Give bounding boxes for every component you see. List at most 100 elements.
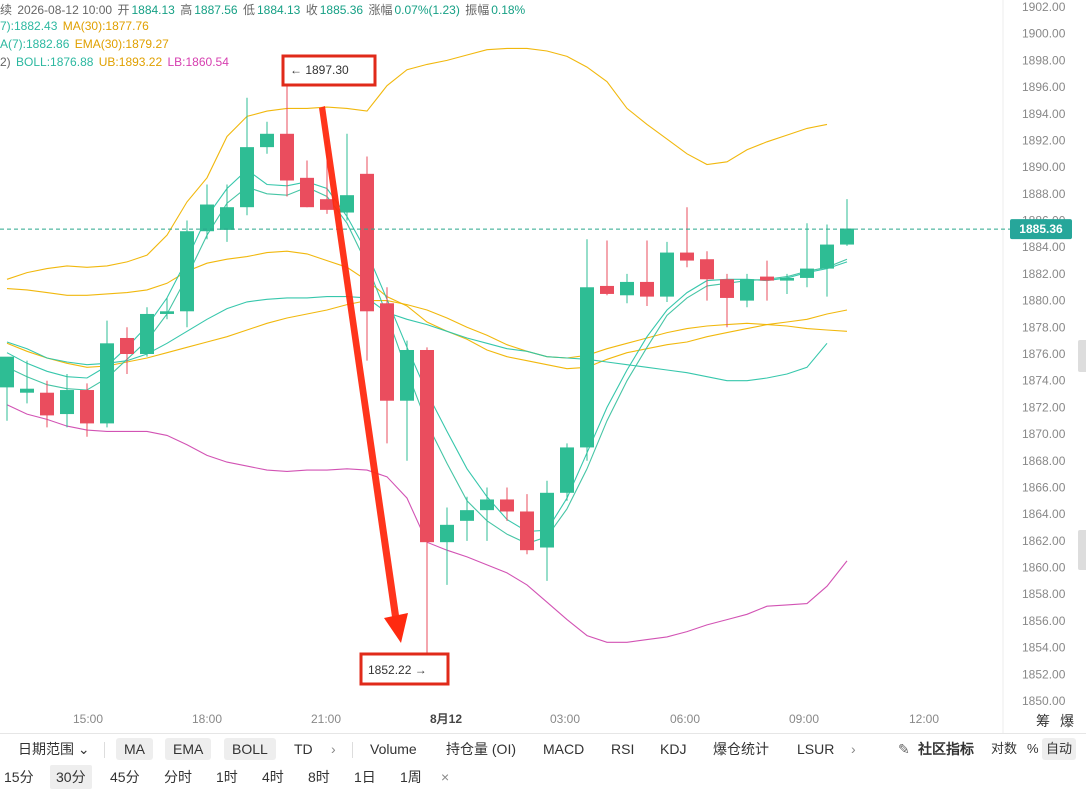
- candle-body: [560, 447, 574, 493]
- x-tick-label: 21:00: [311, 712, 341, 726]
- candle-body: [100, 343, 114, 424]
- edit-icon[interactable]: ✎: [898, 741, 910, 757]
- y-tick-label: 1858.00: [1022, 587, 1066, 601]
- x-tick-label: 09:00: [789, 712, 819, 726]
- min-price-label: 1852.22 →: [368, 663, 427, 677]
- candle-body: [800, 268, 814, 278]
- kdj-toggle[interactable]: KDJ: [660, 741, 687, 757]
- timeframe-4h[interactable]: 4时: [262, 769, 284, 785]
- last-price-label: 1885.36: [1019, 222, 1063, 236]
- y-tick-label: 1868.00: [1022, 454, 1066, 468]
- oi-toggle[interactable]: 持仓量 (OI): [446, 741, 516, 757]
- ma-toggle[interactable]: MA: [116, 738, 153, 760]
- side-label-chou[interactable]: 筹: [1036, 713, 1050, 729]
- candle-body: [820, 244, 834, 269]
- candle-body: [260, 133, 274, 148]
- panel-toggle[interactable]: [1078, 340, 1086, 372]
- indicator-line: [6, 296, 828, 382]
- candle-body: [500, 499, 514, 512]
- x-tick-label: 12:00: [909, 712, 939, 726]
- timeframe-bar: 15分 30分 45分 分时 1时 4时 8时 1日 1周 ×: [0, 765, 1086, 789]
- indicator-toolbar: 日期范围 ⌄ MA EMA BOLL TD › Volume 持仓量 (OI) …: [0, 733, 1086, 766]
- x-tick-label: 06:00: [670, 712, 700, 726]
- candle-body: [220, 207, 234, 230]
- candle-body: [840, 228, 854, 245]
- down-arrow-shaft: [319, 106, 400, 624]
- candle-body: [360, 173, 374, 312]
- y-tick-label: 1894.00: [1022, 107, 1066, 121]
- y-tick-label: 1892.00: [1022, 133, 1066, 147]
- y-tick-label: 1880.00: [1022, 294, 1066, 308]
- auto-scale-toggle[interactable]: 自动: [1042, 738, 1077, 760]
- liquidation-toggle[interactable]: 爆仓统计: [713, 741, 769, 757]
- y-tick-label: 1876.00: [1022, 347, 1066, 361]
- community-indicators-button[interactable]: 社区指标: [918, 741, 974, 757]
- y-tick-label: 1864.00: [1022, 507, 1066, 521]
- candle-body: [240, 147, 254, 208]
- candle-body: [440, 524, 454, 543]
- macd-toggle[interactable]: MACD: [543, 741, 585, 757]
- y-tick-label: 1860.00: [1022, 561, 1066, 575]
- timeframe-30m[interactable]: 30分: [50, 765, 92, 789]
- max-price-box: [281, 54, 377, 87]
- candle-body: [280, 133, 294, 181]
- candle-body: [640, 281, 654, 297]
- log-scale-toggle[interactable]: 对数: [991, 741, 1018, 756]
- candle-body: [740, 279, 754, 301]
- y-tick-label: 1866.00: [1022, 480, 1066, 494]
- y-tick-label: 1878.00: [1022, 320, 1066, 334]
- indicator-line: [6, 250, 848, 370]
- boll-toggle[interactable]: BOLL: [224, 738, 276, 760]
- candle-body: [120, 337, 134, 354]
- date-range-button[interactable]: 日期范围 ⌄: [18, 741, 90, 757]
- ma-info: 7):1882.43 MA(30):1877.76: [0, 19, 149, 33]
- timeframe-1d[interactable]: 1日: [354, 769, 376, 785]
- y-tick-label: 1870.00: [1022, 427, 1066, 441]
- timeframe-1h[interactable]: 1时: [216, 769, 238, 785]
- candle-body: [160, 311, 174, 314]
- chevron-right-icon[interactable]: ›: [331, 741, 336, 757]
- panel-toggle-2[interactable]: [1078, 530, 1086, 570]
- timeframe-15m[interactable]: 15分: [4, 769, 34, 785]
- candle-body: [660, 252, 674, 297]
- y-tick-label: 1862.00: [1022, 534, 1066, 548]
- y-tick-label: 1874.00: [1022, 374, 1066, 388]
- divider: [352, 742, 353, 758]
- timeframe-8h[interactable]: 8时: [308, 769, 330, 785]
- min-price-box: [359, 652, 450, 686]
- side-label-bao[interactable]: 爆: [1060, 713, 1074, 729]
- ohlc-info: 续 2026-08-12 10:00 开 1884.13 高 1887.56 低 18…: [0, 3, 526, 17]
- candle-body: [320, 199, 334, 210]
- volume-toggle[interactable]: Volume: [370, 741, 417, 757]
- candle-body: [40, 392, 54, 416]
- chevron-right-icon[interactable]: ›: [851, 741, 856, 757]
- candle-body: [340, 195, 354, 213]
- candle-body: [140, 313, 154, 354]
- y-tick-label: 1854.00: [1022, 641, 1066, 655]
- x-tick-label: 18:00: [192, 712, 222, 726]
- close-icon[interactable]: ×: [441, 769, 450, 785]
- y-tick-label: 1890.00: [1022, 160, 1066, 174]
- candle-body: [600, 285, 614, 294]
- last-price-tag: [1010, 219, 1072, 240]
- indicator-line: [6, 300, 848, 368]
- y-tick-label: 1898.00: [1022, 53, 1066, 67]
- y-tick-label: 1856.00: [1022, 614, 1066, 628]
- td-toggle[interactable]: TD: [294, 741, 313, 757]
- boll-info: 2) BOLL:1876.88 UB:1893.22 LB:1860.54: [0, 55, 229, 69]
- candle-body: [720, 279, 734, 298]
- timeframe-line[interactable]: 分时: [164, 769, 192, 785]
- rsi-toggle[interactable]: RSI: [611, 741, 635, 757]
- indicator-line: [6, 47, 828, 280]
- candle-body: [180, 231, 194, 312]
- ema-toggle[interactable]: EMA: [165, 738, 212, 760]
- timeframe-1w[interactable]: 1周: [400, 769, 422, 785]
- divider: [104, 742, 105, 758]
- x-tick-label: 15:00: [73, 712, 103, 726]
- lsur-toggle[interactable]: LSUR: [797, 741, 835, 757]
- timeframe-45m[interactable]: 45分: [110, 769, 140, 785]
- y-tick-label: 1852.00: [1022, 667, 1066, 681]
- percent-scale-toggle[interactable]: %: [1027, 741, 1039, 756]
- y-tick-label: 1850.00: [1022, 694, 1066, 708]
